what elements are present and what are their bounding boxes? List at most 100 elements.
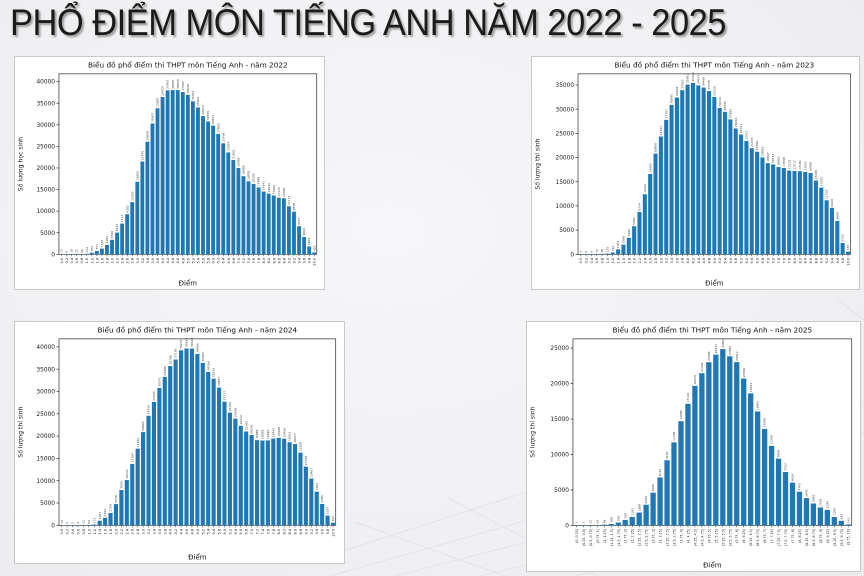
- bar: [733, 128, 738, 255]
- bar-value-label: 11708: [672, 431, 676, 441]
- bar-value-label: 7: [579, 251, 583, 253]
- x-tick-label: 5.8: [207, 257, 211, 263]
- x-tick-label: 0.8: [82, 528, 86, 534]
- histogram-2025: Biểu đồ phổ điểm thi THPT môn Tiếng Anh …: [528, 325, 853, 570]
- x-tick-label: 9.4: [830, 257, 834, 263]
- x-tick-label: 0.0: [60, 528, 64, 534]
- bar-value-label: 39628: [190, 338, 194, 348]
- bar-value-label: 23411: [745, 130, 749, 140]
- bar-value-label: 13: [588, 520, 592, 524]
- bar: [706, 362, 712, 526]
- x-tick-label: (6.75, 7]: [763, 529, 767, 543]
- bar-value-label: 17318: [787, 160, 791, 170]
- x-tick-label: (1.25, 1.5]: [610, 529, 614, 546]
- bar: [254, 440, 260, 526]
- bar-value-label: 29817: [211, 115, 215, 125]
- bar: [664, 460, 670, 526]
- bar: [170, 89, 175, 255]
- bar: [196, 107, 200, 255]
- x-tick-label: 8.0: [262, 257, 266, 263]
- bar-value-label: 15248: [814, 170, 818, 180]
- x-tick-label: (0.5, 0.75]: [589, 529, 593, 546]
- x-tick-label: 5.2: [191, 258, 195, 264]
- x-tick-label: 5.6: [729, 257, 733, 263]
- bar-value-label: 8734: [638, 203, 642, 211]
- x-tick-label: 7.4: [247, 257, 251, 263]
- bar-value-label: 33923: [680, 79, 684, 89]
- bar-value-label: 10147: [125, 469, 129, 479]
- bar: [771, 164, 776, 255]
- bar-value-label: 188: [609, 517, 613, 523]
- x-tick-label: 6.2: [745, 258, 749, 264]
- y-tick-label: 10000: [556, 204, 575, 210]
- x-tick-label: (9.5, 9.75]: [840, 529, 844, 546]
- x-tick-label: 4.2: [174, 529, 178, 535]
- x-tick-label: 9.8: [308, 257, 312, 263]
- bar-value-label: 23936: [233, 408, 237, 418]
- bar-value-label: 18847: [766, 152, 770, 162]
- bar-value-label: 5802: [632, 217, 636, 225]
- bar: [276, 197, 281, 255]
- bar: [151, 401, 157, 526]
- bar-value-label: 17182: [798, 160, 802, 170]
- bar: [789, 482, 796, 526]
- bar-value-label: 27791: [664, 109, 668, 119]
- y-tick-label: 15000: [36, 188, 55, 194]
- y-axis-label: Số lượng thí sinh: [16, 406, 24, 457]
- bar: [216, 134, 221, 255]
- bar-value-label: 16905: [247, 170, 251, 180]
- bar-value-label: 1184: [832, 508, 836, 516]
- bar-value-label: 21462: [700, 362, 704, 372]
- bar: [760, 157, 765, 255]
- x-tick-label: 7.0: [250, 528, 254, 534]
- bar: [195, 354, 200, 526]
- bar-value-label: 27645: [152, 391, 156, 401]
- bar: [727, 356, 733, 526]
- x-tick-label: (2.75, 3]: [652, 529, 656, 543]
- bar: [621, 244, 626, 255]
- bar: [671, 442, 677, 526]
- bar: [271, 195, 276, 255]
- x-tick-label: 0.8: [601, 257, 605, 263]
- y-tick-label: 10000: [36, 479, 55, 485]
- bar: [303, 466, 308, 526]
- x-tick-label: 8.0: [793, 257, 797, 263]
- bar: [130, 202, 135, 255]
- bar-value-label: 20894: [141, 421, 145, 431]
- bar: [266, 193, 271, 255]
- x-tick-label: 7.6: [266, 528, 270, 534]
- x-tick-label: 4.4: [697, 257, 701, 263]
- bar: [103, 517, 108, 526]
- x-tick-label: 3.6: [151, 257, 155, 263]
- bar: [190, 101, 195, 255]
- x-tick-label: 3.0: [142, 528, 146, 534]
- bar: [626, 237, 631, 255]
- x-tick-label: (0.25, 0.5]: [582, 529, 586, 546]
- bar: [241, 176, 246, 255]
- bar-value-label: 17848: [782, 157, 786, 167]
- x-tick-label: (1, 1.25]: [603, 529, 607, 543]
- bar: [115, 232, 120, 255]
- x-tick-label: 0.0: [579, 257, 583, 263]
- y-tick-label: 15000: [550, 417, 569, 423]
- x-tick-label: 8.2: [798, 258, 802, 264]
- bar: [796, 491, 803, 526]
- x-tick-label: 8.4: [272, 257, 276, 263]
- bar: [330, 522, 336, 526]
- bar-value-label: 20800: [654, 143, 658, 153]
- x-tick-label: 9.6: [321, 528, 325, 534]
- x-tick-label: 3.8: [681, 257, 685, 263]
- bar: [226, 152, 231, 255]
- y-tick-label: 35000: [36, 367, 55, 373]
- bar-value-label: 17: [60, 249, 64, 253]
- bar-value-label: 30759: [206, 111, 210, 121]
- x-tick-label: 7.2: [242, 258, 246, 264]
- bar: [135, 181, 140, 255]
- bar: [824, 509, 830, 526]
- x-tick-label: 6.0: [740, 257, 744, 263]
- x-tick-label: 1.6: [100, 257, 104, 263]
- bar: [97, 520, 102, 526]
- bar-value-label: 17217: [793, 160, 797, 170]
- bar-value-label: 13608: [763, 418, 767, 428]
- bar-value-label: 4609: [651, 484, 655, 492]
